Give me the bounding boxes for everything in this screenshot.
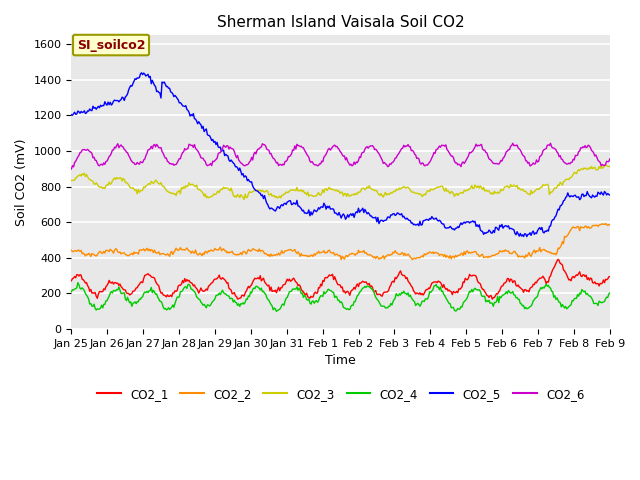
CO2_2: [606, 222, 614, 228]
CO2_1: [323, 275, 331, 281]
CO2_4: [511, 292, 519, 298]
CO2_5: [360, 210, 367, 216]
CO2_2: [602, 221, 609, 227]
CO2_2: [408, 257, 416, 263]
CO2_4: [273, 309, 280, 314]
CO2_3: [360, 185, 367, 191]
CO2_1: [388, 279, 396, 285]
CO2_2: [594, 224, 602, 229]
CO2_3: [389, 189, 397, 195]
CO2_1: [68, 278, 76, 284]
Title: Sherman Island Vaisala Soil CO2: Sherman Island Vaisala Soil CO2: [217, 15, 465, 30]
CO2_2: [510, 249, 518, 254]
CO2_4: [74, 280, 82, 286]
CO2_1: [488, 296, 496, 302]
CO2_2: [359, 249, 367, 255]
CO2_5: [595, 190, 603, 196]
CO2_5: [389, 211, 397, 216]
CO2_3: [240, 197, 248, 203]
CO2_6: [606, 156, 614, 162]
CO2_5: [324, 205, 332, 211]
Text: SI_soilco2: SI_soilco2: [77, 38, 145, 51]
Legend: CO2_1, CO2_2, CO2_3, CO2_4, CO2_5, CO2_6: CO2_1, CO2_2, CO2_3, CO2_4, CO2_5, CO2_6: [92, 383, 589, 405]
CO2_4: [326, 287, 333, 293]
Y-axis label: Soil CO2 (mV): Soil CO2 (mV): [15, 138, 28, 226]
CO2_5: [138, 70, 145, 76]
CO2_4: [68, 289, 76, 295]
CO2_3: [597, 162, 605, 168]
CO2_3: [328, 186, 335, 192]
CO2_6: [509, 141, 516, 146]
CO2_1: [606, 274, 614, 279]
CO2_4: [606, 290, 614, 296]
CO2_4: [390, 297, 398, 302]
CO2_5: [328, 206, 335, 212]
Line: CO2_6: CO2_6: [72, 144, 610, 169]
CO2_5: [606, 192, 614, 198]
CO2_3: [324, 186, 332, 192]
Line: CO2_4: CO2_4: [72, 283, 610, 312]
CO2_1: [510, 278, 518, 284]
CO2_6: [326, 147, 334, 153]
CO2_2: [68, 247, 76, 253]
CO2_4: [361, 283, 369, 289]
CO2_4: [329, 289, 337, 295]
CO2_3: [68, 178, 76, 183]
CO2_3: [606, 164, 614, 169]
CO2_5: [68, 112, 76, 118]
CO2_1: [554, 256, 562, 262]
CO2_2: [323, 250, 331, 255]
Line: CO2_1: CO2_1: [72, 259, 610, 299]
Line: CO2_2: CO2_2: [72, 224, 610, 260]
CO2_2: [388, 252, 396, 257]
CO2_6: [388, 160, 396, 166]
CO2_1: [595, 283, 603, 289]
CO2_5: [510, 227, 518, 233]
CO2_4: [595, 298, 603, 304]
CO2_1: [359, 278, 367, 284]
Line: CO2_3: CO2_3: [72, 165, 610, 200]
Line: CO2_5: CO2_5: [72, 73, 610, 237]
CO2_6: [510, 143, 518, 149]
CO2_1: [326, 273, 334, 278]
CO2_5: [523, 234, 531, 240]
CO2_6: [68, 166, 76, 172]
CO2_3: [594, 167, 602, 172]
CO2_3: [510, 182, 518, 188]
CO2_6: [359, 150, 367, 156]
CO2_2: [326, 250, 334, 255]
CO2_6: [594, 157, 602, 163]
CO2_6: [323, 149, 331, 155]
X-axis label: Time: Time: [325, 354, 356, 367]
